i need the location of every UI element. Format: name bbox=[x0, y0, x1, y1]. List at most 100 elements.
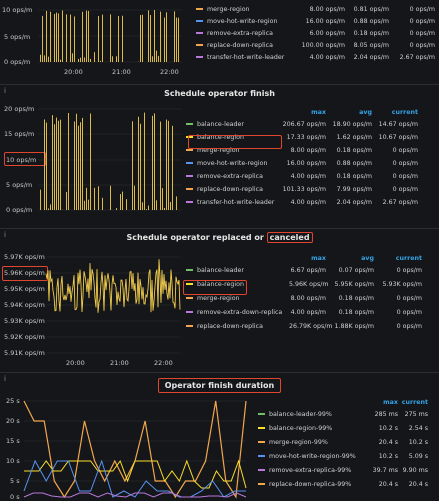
bar bbox=[50, 12, 51, 62]
bar bbox=[60, 120, 61, 210]
bar bbox=[94, 188, 95, 210]
bar bbox=[176, 196, 177, 210]
bar bbox=[140, 15, 141, 62]
bar bbox=[178, 18, 179, 62]
bar bbox=[62, 10, 63, 62]
highlight-box bbox=[183, 280, 247, 295]
bar bbox=[76, 114, 77, 210]
bar bbox=[122, 16, 123, 62]
bar bbox=[46, 123, 47, 210]
bar bbox=[78, 59, 79, 62]
bar bbox=[50, 204, 51, 210]
operator-finish-duration-panel: i Operator finish duration 25 s 20 s 15 … bbox=[0, 372, 439, 501]
bar bbox=[54, 124, 55, 210]
bar bbox=[126, 199, 127, 210]
bar bbox=[80, 122, 81, 210]
bar bbox=[48, 208, 49, 210]
bar bbox=[116, 208, 117, 210]
bar bbox=[100, 61, 101, 62]
bar bbox=[74, 121, 75, 210]
bar bbox=[66, 14, 67, 62]
bar bbox=[90, 59, 91, 62]
bar bbox=[156, 51, 157, 62]
bar bbox=[44, 119, 45, 210]
bar bbox=[72, 53, 73, 62]
x-tick: 22:00 bbox=[160, 68, 179, 76]
bar bbox=[134, 186, 135, 210]
bar bbox=[118, 16, 119, 62]
bar bbox=[58, 13, 59, 62]
bar bbox=[140, 124, 141, 210]
bar bbox=[60, 60, 61, 62]
bar bbox=[158, 56, 159, 62]
bar bbox=[152, 116, 153, 210]
bar bbox=[84, 201, 85, 210]
bar bbox=[56, 13, 57, 62]
bar bbox=[66, 192, 67, 210]
bar bbox=[176, 18, 177, 62]
x-tick: 21:00 bbox=[110, 359, 129, 367]
bar bbox=[122, 192, 123, 210]
bar bbox=[40, 190, 41, 210]
bar bbox=[82, 12, 83, 62]
bar bbox=[86, 188, 87, 210]
bar bbox=[52, 115, 53, 210]
bar bbox=[166, 12, 167, 62]
bar bbox=[112, 56, 113, 62]
bar bbox=[46, 11, 47, 62]
bar bbox=[142, 202, 143, 210]
bar bbox=[56, 118, 57, 210]
bar bbox=[82, 118, 83, 210]
bar bbox=[58, 121, 59, 210]
bar bbox=[48, 57, 49, 62]
bar bbox=[154, 10, 155, 62]
bar bbox=[164, 18, 165, 62]
bar bbox=[78, 126, 79, 210]
bar bbox=[160, 122, 161, 210]
bar bbox=[138, 117, 139, 210]
bar bbox=[88, 11, 89, 62]
bar bbox=[116, 56, 117, 62]
bar bbox=[40, 55, 41, 62]
bar bbox=[74, 16, 75, 62]
bar bbox=[98, 16, 99, 62]
bar bbox=[148, 205, 149, 210]
bar bbox=[152, 56, 153, 62]
bar bbox=[80, 58, 81, 62]
schedule-operator-finish-panel: i Schedule operator finish 20 ops/m 15 o… bbox=[0, 84, 439, 227]
bar bbox=[102, 15, 103, 62]
bar bbox=[146, 209, 147, 210]
bar bbox=[44, 55, 45, 62]
x-tick: 21:00 bbox=[112, 68, 131, 76]
x-tick: 20:00 bbox=[64, 68, 83, 76]
top-panel: 10 ops/m 5 ops/m 0 ops/m 20:00 21:00 22:… bbox=[0, 0, 439, 82]
bar bbox=[144, 113, 145, 210]
bar bbox=[42, 16, 43, 62]
bar bbox=[54, 14, 55, 62]
bar bbox=[110, 186, 111, 210]
bar bbox=[110, 14, 111, 62]
bar bbox=[86, 11, 87, 62]
